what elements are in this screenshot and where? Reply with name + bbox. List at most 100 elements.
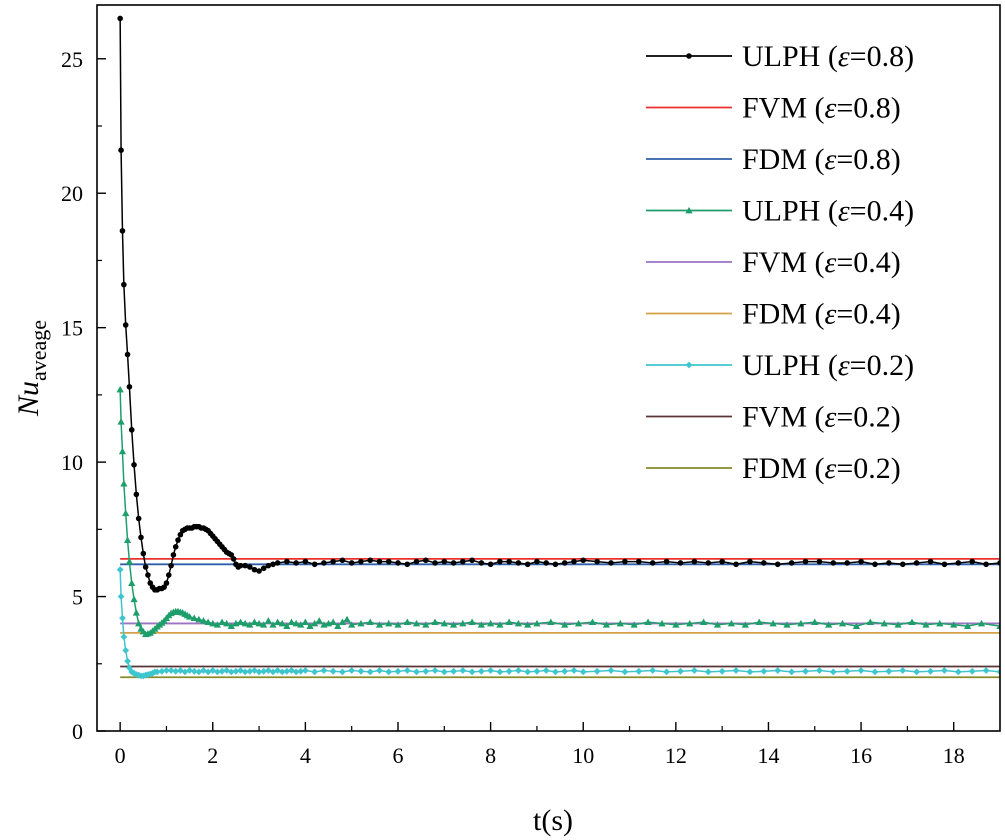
series-point-0-105 bbox=[719, 558, 725, 565]
series-point-6-85 bbox=[649, 667, 657, 674]
series-point-6-94 bbox=[774, 667, 782, 674]
series-point-6-69 bbox=[477, 667, 485, 675]
legend-item-4: FVM (ε=0.4) bbox=[646, 246, 901, 279]
series-point-6-96 bbox=[802, 667, 809, 675]
series-point-0-3 bbox=[121, 281, 127, 288]
series-point-0-100 bbox=[649, 560, 656, 566]
series-point-3-51 bbox=[274, 618, 282, 625]
x-tick-label-0: 0 bbox=[115, 743, 126, 768]
legend-label-prefix-5: FDM ( bbox=[742, 298, 825, 331]
series-point-6-65 bbox=[440, 668, 448, 676]
legend-marker-3 bbox=[685, 206, 693, 214]
legend-label-symbol-5: ε bbox=[825, 298, 837, 331]
series-point-0-93 bbox=[561, 560, 568, 566]
series-point-3-37 bbox=[209, 619, 217, 627]
series-point-0-119 bbox=[913, 560, 920, 566]
series-point-6-103 bbox=[899, 667, 907, 674]
series-point-6-38 bbox=[246, 667, 254, 675]
series-point-0-60 bbox=[265, 562, 272, 569]
legend-label-3: ULPH (ε=0.4) bbox=[742, 195, 914, 228]
legend-label-symbol-6: ε bbox=[838, 349, 850, 382]
legend-label-suffix-8: =0.2) bbox=[836, 452, 900, 485]
series-point-6-49 bbox=[297, 667, 305, 675]
series-point-0-77 bbox=[413, 558, 420, 565]
series-point-6-78 bbox=[561, 667, 569, 675]
series-point-0-116 bbox=[872, 561, 878, 568]
x-tick-label-9: 18 bbox=[943, 743, 965, 768]
series-point-0-25 bbox=[170, 552, 177, 558]
legend-label-suffix-2: =0.8) bbox=[836, 143, 900, 176]
series-point-3-95 bbox=[644, 618, 652, 625]
series-point-0-97 bbox=[608, 560, 614, 566]
series-point-6-31 bbox=[214, 668, 221, 676]
series-point-0-76 bbox=[404, 561, 411, 568]
series-point-0-26 bbox=[172, 544, 179, 550]
x-tick-label-4: 8 bbox=[485, 743, 496, 768]
series-point-0-54 bbox=[237, 562, 244, 569]
legend-label-prefix-8: FDM ( bbox=[742, 452, 825, 485]
series-point-3-68 bbox=[357, 619, 365, 627]
series-point-0-70 bbox=[348, 560, 355, 566]
series-point-6-80 bbox=[579, 668, 587, 676]
legend-label-suffix-0: =0.8) bbox=[850, 40, 914, 73]
series-point-3-90 bbox=[575, 619, 583, 627]
legend-item-2: FDM (ε=0.8) bbox=[646, 143, 901, 176]
series-point-0-2 bbox=[119, 228, 126, 234]
series-point-6-71 bbox=[496, 668, 504, 676]
series-point-3-65 bbox=[338, 618, 347, 625]
y-tick-label-1: 5 bbox=[72, 585, 83, 610]
series-point-6-108 bbox=[968, 667, 976, 675]
series-point-3-3 bbox=[120, 480, 128, 487]
y-tick-label-4: 20 bbox=[61, 181, 83, 206]
series-point-6-5 bbox=[124, 657, 131, 665]
series-point-0-74 bbox=[385, 558, 392, 565]
series-point-3-104 bbox=[769, 619, 777, 627]
series-point-6-68 bbox=[468, 668, 476, 676]
series-point-0-80 bbox=[441, 558, 448, 565]
legend-label-suffix-6: =0.2) bbox=[850, 349, 914, 382]
series-point-3-2 bbox=[118, 447, 127, 455]
series-point-6-67 bbox=[459, 667, 467, 674]
series-point-0-111 bbox=[802, 558, 809, 565]
series-point-3-57 bbox=[301, 618, 309, 625]
series-point-6-97 bbox=[816, 667, 823, 674]
series-6 bbox=[116, 566, 1000, 680]
legend-label-prefix-2: FDM ( bbox=[742, 143, 825, 176]
series-point-3-78 bbox=[449, 621, 458, 628]
series-point-6-30 bbox=[209, 667, 217, 674]
legend-label-suffix-4: =0.4) bbox=[836, 246, 900, 279]
series-point-3-102 bbox=[741, 621, 749, 628]
series-point-6-98 bbox=[829, 668, 837, 676]
series-point-6-58 bbox=[376, 667, 383, 674]
series-point-0-58 bbox=[256, 568, 262, 574]
series-point-3-73 bbox=[403, 618, 411, 625]
series-point-0-88 bbox=[515, 560, 522, 566]
legend-marker-6 bbox=[685, 361, 693, 369]
series-point-3-40 bbox=[223, 619, 231, 627]
legend-label-symbol-8: ε bbox=[825, 452, 837, 485]
series-point-0-12 bbox=[140, 550, 147, 557]
series-point-0-81 bbox=[450, 560, 457, 566]
series-point-6-107 bbox=[954, 668, 962, 676]
series-point-0-72 bbox=[367, 557, 374, 564]
x-tick-label-7: 14 bbox=[757, 743, 779, 768]
series-point-6-93 bbox=[760, 667, 768, 675]
legend-item-0: ULPH (ε=0.8) bbox=[646, 40, 914, 73]
series-point-0-124 bbox=[983, 561, 989, 568]
series-point-0-27 bbox=[175, 537, 181, 543]
series-point-3-67 bbox=[348, 621, 356, 628]
series-point-3-94 bbox=[630, 621, 638, 628]
series-point-3-1 bbox=[117, 418, 125, 425]
series-point-6-26 bbox=[190, 667, 198, 675]
y-axis-title: Nuaveage bbox=[12, 320, 51, 417]
series-point-0-83 bbox=[469, 557, 475, 564]
series-point-3-74 bbox=[412, 619, 421, 627]
series-point-0-86 bbox=[497, 558, 503, 565]
series-point-0-0 bbox=[117, 15, 123, 22]
y-tick-label-2: 10 bbox=[61, 450, 83, 475]
series-point-3-118 bbox=[963, 622, 972, 630]
series-point-6-46 bbox=[283, 667, 291, 675]
series-point-0-59 bbox=[260, 565, 267, 572]
legend-label-suffix-5: =0.4) bbox=[836, 298, 900, 331]
